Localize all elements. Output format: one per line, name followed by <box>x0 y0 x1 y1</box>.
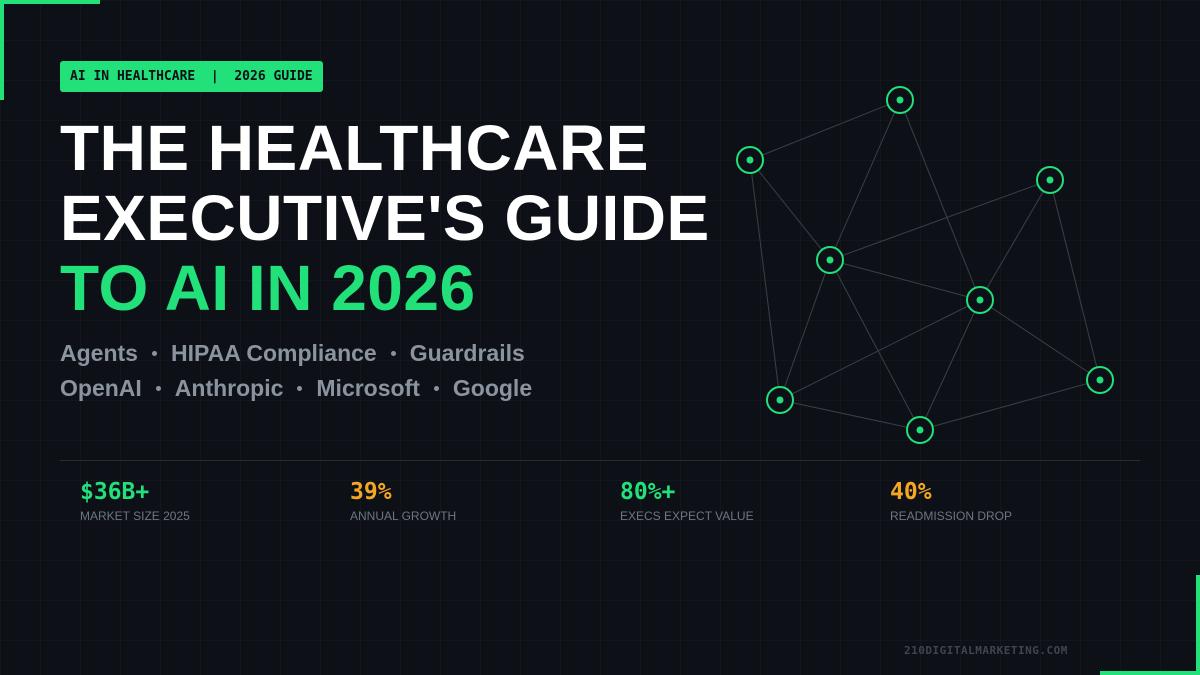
title-highlight: TO AI IN 2026 <box>60 252 476 324</box>
network-edge <box>779 259 831 401</box>
network-edge <box>829 99 901 261</box>
network-edge <box>899 99 981 301</box>
network-node-core <box>746 156 754 164</box>
tag-row: OpenAI Anthropic Microsoft Google <box>60 371 532 406</box>
stat: 39% ANNUAL GROWTH <box>350 478 456 523</box>
network-node-core <box>1046 176 1054 184</box>
network-edge <box>829 259 921 431</box>
corner-bracket <box>1100 575 1200 675</box>
network-edge <box>779 399 921 431</box>
network-edge <box>749 99 901 161</box>
network-edge <box>749 159 831 261</box>
stat: 80%+ EXECS EXPECT VALUE <box>620 478 754 523</box>
network-node-core <box>976 296 984 304</box>
stat-label: READMISSION DROP <box>890 509 1013 523</box>
network-edge <box>979 179 1051 301</box>
title-line: THE HEALTHCARE <box>60 112 649 184</box>
network-node-core <box>826 256 834 264</box>
stat-value: 40% <box>890 479 932 505</box>
tags: Agents HIPAA Compliance Guardrails OpenAI An… <box>60 336 532 406</box>
separator-dot <box>390 351 396 356</box>
footer: 210DIGITALMARKETING.COM <box>904 644 1068 657</box>
stat: 40% READMISSION DROP <box>890 478 1012 523</box>
separator-dot <box>433 386 439 391</box>
tag: HIPAA Compliance <box>170 340 377 366</box>
stat-value: $36B+ <box>80 479 150 505</box>
stat: $36B+ MARKET SIZE 2025 <box>80 478 190 523</box>
stat-label: ANNUAL GROWTH <box>350 509 457 523</box>
tag: Google <box>452 375 533 401</box>
network-node-core <box>1096 376 1104 384</box>
tag: OpenAI <box>60 375 142 401</box>
tag: Microsoft <box>316 375 420 401</box>
network-edge <box>919 299 981 431</box>
tag: Guardrails <box>409 340 525 366</box>
network-edges <box>749 99 1101 431</box>
tag: Agents <box>60 340 138 366</box>
badge: AI IN HEALTHCARE | 2026 GUIDE <box>60 61 323 92</box>
network-edge <box>979 299 1101 381</box>
network-node-core <box>896 96 904 104</box>
tag: Anthropic <box>174 375 284 401</box>
stat-value: 80%+ <box>620 479 676 505</box>
network-edge <box>749 159 781 401</box>
divider <box>60 460 1140 461</box>
stat-label: EXECS EXPECT VALUE <box>620 509 754 523</box>
network-edge <box>779 299 981 401</box>
network-edge <box>829 179 1051 261</box>
network-edge <box>1049 179 1101 381</box>
network-edge <box>919 379 1101 431</box>
corner-bracket <box>0 0 100 100</box>
tag-row: Agents HIPAA Compliance Guardrails <box>60 336 532 371</box>
network-node-core <box>916 426 924 434</box>
title-line: EXECUTIVE'S GUIDE <box>60 182 710 254</box>
network-node-core <box>776 396 784 404</box>
stat-label: MARKET SIZE 2025 <box>80 509 190 523</box>
separator-dot <box>297 386 303 391</box>
network-nodes <box>736 86 1114 444</box>
separator-dot <box>155 386 161 391</box>
network-edge <box>829 259 981 301</box>
separator-dot <box>151 351 157 356</box>
title: THE HEALTHCARE EXECUTIVE'S GUIDE TO AI I… <box>60 113 710 323</box>
stat-value: 39% <box>350 479 392 505</box>
